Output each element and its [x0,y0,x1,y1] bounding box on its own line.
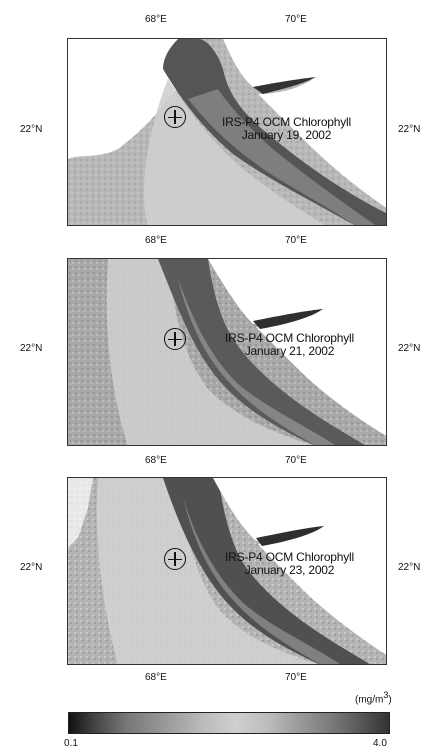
colorbar-min-label: 0.1 [64,738,78,749]
map-panel-2 [67,258,387,446]
panel-2-title: IRS-P4 OCM Chlorophyll [225,331,354,345]
site-marker-crosshair-h-1 [168,116,182,118]
lat-label-22n-left-2: 22°N [20,343,43,354]
site-marker-circle-1 [164,106,186,128]
site-marker-circle-2 [164,328,186,350]
panel-2-caption: IRS-P4 OCM Chlorophyll January 21, 2002 [225,332,354,358]
lon-label-68e-bottom: 68°E [145,672,167,683]
map-panel-1-svg [68,39,386,225]
lon-label-68e-3: 68°E [145,455,167,466]
lat-label-22n-left-1: 22°N [20,124,43,135]
lon-label-70e-bottom: 70°E [285,672,307,683]
panel-3-title: IRS-P4 OCM Chlorophyll [225,550,354,564]
lon-label-68e-2: 68°E [145,235,167,246]
panel-1-caption: IRS-P4 OCM Chlorophyll January 19, 2002 [222,116,351,142]
lat-label-22n-right-1: 22°N [398,124,421,135]
colorbar-units-exponent: 3 [383,690,389,700]
colorbar [68,712,390,734]
site-marker-circle-3 [164,548,186,570]
panel-3-caption: IRS-P4 OCM Chlorophyll January 23, 2002 [225,551,354,577]
map-panel-1 [67,38,387,226]
lon-label-68e-top-1: 68°E [145,14,167,25]
panel-1-date: January 19, 2002 [241,128,332,142]
lon-label-70e-top-1: 70°E [285,14,307,25]
lat-label-22n-right-3: 22°N [398,562,421,573]
colorbar-max-label: 4.0 [373,738,387,749]
panel-3-date: January 23, 2002 [244,563,335,577]
panel-2-date: January 21, 2002 [244,344,335,358]
colorbar-units-prefix: (mg/m [355,694,384,706]
lat-label-22n-right-2: 22°N [398,343,421,354]
map-panel-3-svg [68,478,386,664]
map-panel-3 [67,477,387,665]
map-panel-2-svg [68,259,386,445]
colorbar-units: (mg/m3) [355,690,392,705]
lon-label-70e-2: 70°E [285,235,307,246]
site-marker-crosshair-h-3 [168,558,182,560]
lat-label-22n-left-3: 22°N [20,562,43,573]
lon-label-70e-3: 70°E [285,455,307,466]
panel-1-title: IRS-P4 OCM Chlorophyll [222,115,351,129]
site-marker-crosshair-h-2 [168,338,182,340]
colorbar-units-suffix: ) [388,694,392,706]
